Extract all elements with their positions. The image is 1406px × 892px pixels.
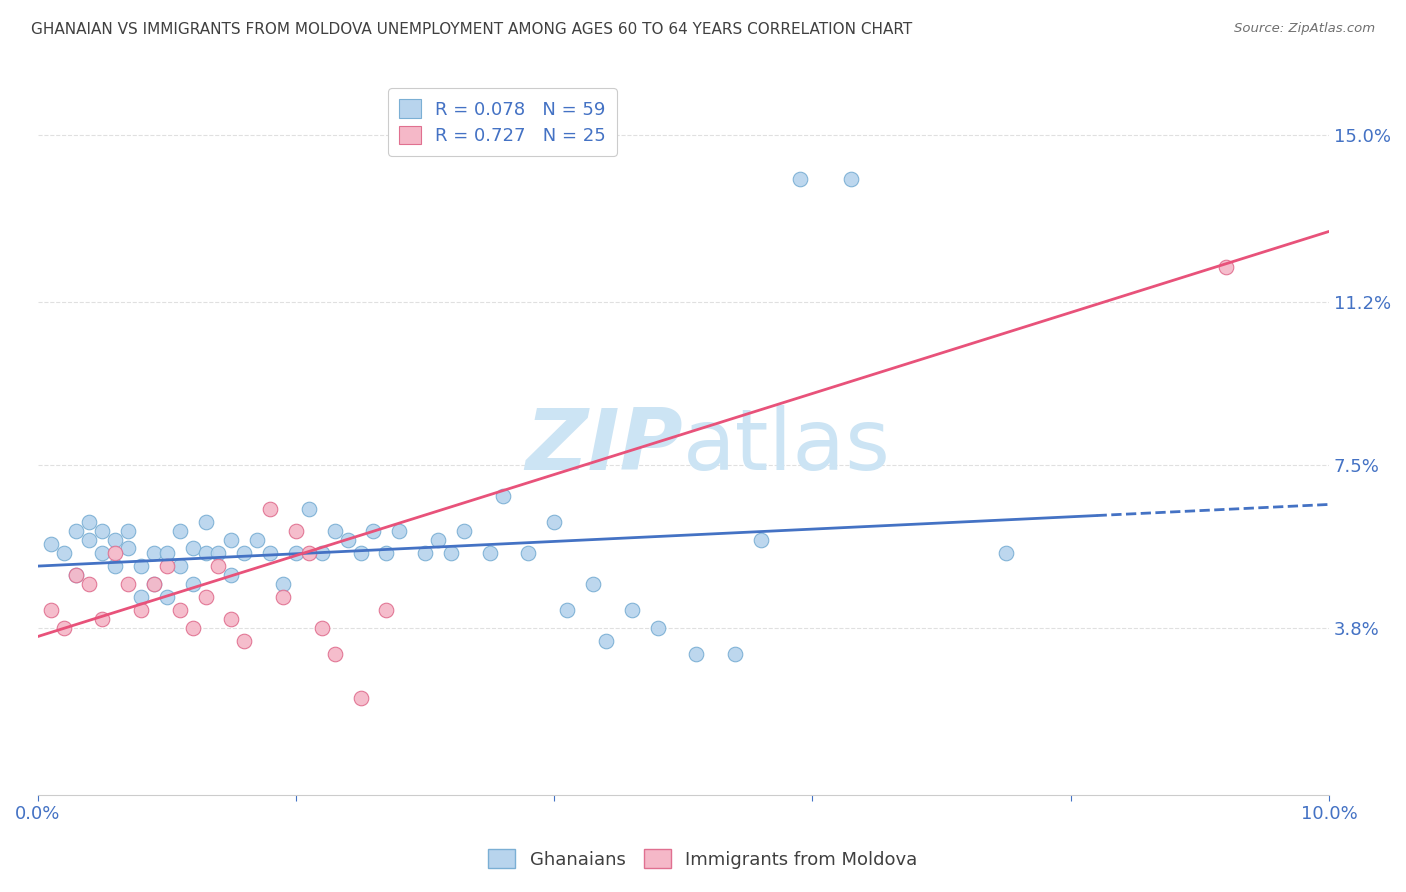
Point xyxy=(789,171,811,186)
Point xyxy=(52,621,75,635)
Text: Source: ZipAtlas.com: Source: ZipAtlas.com xyxy=(1234,22,1375,36)
Point xyxy=(65,568,87,582)
Point xyxy=(207,559,229,574)
Point xyxy=(749,533,772,547)
Point xyxy=(724,647,747,661)
Point xyxy=(311,546,333,560)
Point xyxy=(91,524,114,538)
Legend: Ghanaians, Immigrants from Moldova: Ghanaians, Immigrants from Moldova xyxy=(481,842,925,876)
Point xyxy=(142,576,165,591)
Point xyxy=(259,501,281,516)
Text: GHANAIAN VS IMMIGRANTS FROM MOLDOVA UNEMPLOYMENT AMONG AGES 60 TO 64 YEARS CORRE: GHANAIAN VS IMMIGRANTS FROM MOLDOVA UNEM… xyxy=(31,22,912,37)
Point xyxy=(181,576,204,591)
Point xyxy=(52,546,75,560)
Point xyxy=(388,524,411,538)
Point xyxy=(363,524,385,538)
Point xyxy=(349,546,371,560)
Point xyxy=(298,501,321,516)
Point xyxy=(91,612,114,626)
Point xyxy=(117,576,139,591)
Point xyxy=(65,568,87,582)
Point xyxy=(491,489,513,503)
Point xyxy=(582,576,605,591)
Point xyxy=(271,590,294,604)
Point xyxy=(142,576,165,591)
Point xyxy=(194,515,217,529)
Point xyxy=(440,546,463,560)
Point xyxy=(207,546,229,560)
Point xyxy=(221,568,243,582)
Point xyxy=(620,603,643,617)
Point xyxy=(323,647,346,661)
Point xyxy=(104,546,127,560)
Point xyxy=(284,546,307,560)
Point xyxy=(323,524,346,538)
Point xyxy=(156,590,179,604)
Point xyxy=(995,546,1018,560)
Point xyxy=(117,524,139,538)
Point xyxy=(104,533,127,547)
Point xyxy=(194,546,217,560)
Point xyxy=(375,546,398,560)
Point xyxy=(169,559,191,574)
Point xyxy=(543,515,565,529)
Point xyxy=(104,559,127,574)
Point xyxy=(647,621,669,635)
Point xyxy=(336,533,359,547)
Point xyxy=(117,541,139,556)
Point xyxy=(156,559,179,574)
Point xyxy=(271,576,294,591)
Point xyxy=(142,546,165,560)
Text: ZIP: ZIP xyxy=(526,405,683,488)
Point xyxy=(259,546,281,560)
Point xyxy=(169,524,191,538)
Point xyxy=(79,576,101,591)
Point xyxy=(39,537,62,551)
Point xyxy=(478,546,501,560)
Point xyxy=(311,621,333,635)
Point xyxy=(349,691,371,706)
Point xyxy=(427,533,450,547)
Point xyxy=(181,541,204,556)
Point xyxy=(453,524,475,538)
Point xyxy=(181,621,204,635)
Point xyxy=(233,634,256,648)
Point xyxy=(169,603,191,617)
Point xyxy=(555,603,578,617)
Point xyxy=(517,546,540,560)
Point xyxy=(284,524,307,538)
Point xyxy=(1215,260,1237,274)
Point xyxy=(156,546,179,560)
Point xyxy=(375,603,398,617)
Text: atlas: atlas xyxy=(683,405,891,488)
Point xyxy=(79,515,101,529)
Point xyxy=(298,546,321,560)
Point xyxy=(221,612,243,626)
Point xyxy=(221,533,243,547)
Point xyxy=(839,171,862,186)
Point xyxy=(91,546,114,560)
Point xyxy=(79,533,101,547)
Legend: R = 0.078   N = 59, R = 0.727   N = 25: R = 0.078 N = 59, R = 0.727 N = 25 xyxy=(388,88,617,156)
Point xyxy=(246,533,269,547)
Point xyxy=(129,603,152,617)
Point xyxy=(65,524,87,538)
Point xyxy=(194,590,217,604)
Point xyxy=(233,546,256,560)
Point xyxy=(413,546,436,560)
Point xyxy=(129,559,152,574)
Point xyxy=(595,634,617,648)
Point xyxy=(129,590,152,604)
Point xyxy=(39,603,62,617)
Point xyxy=(685,647,707,661)
